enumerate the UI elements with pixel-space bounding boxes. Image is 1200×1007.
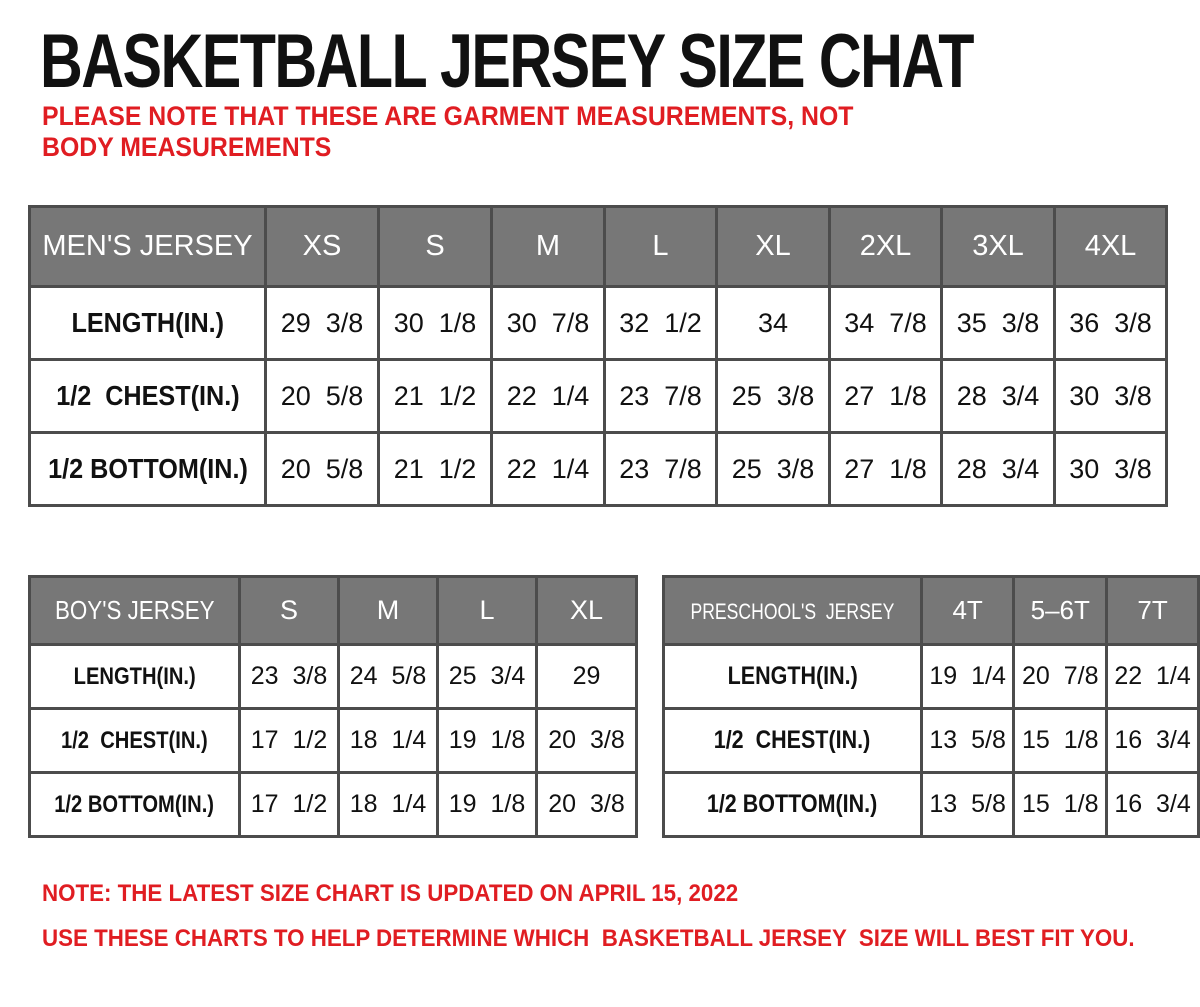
size-header-cell: 5–6T	[1012, 575, 1109, 646]
measurement-value-cell: 24 5/8	[337, 643, 439, 710]
measurement-value-cell: 20 5/8	[264, 358, 380, 434]
size-header-cell: 4T	[919, 575, 1016, 646]
measurement-label-cell: 1/2 CHEST(IN.)	[28, 358, 267, 434]
measurement-value-cell: 16 3/4	[1105, 707, 1200, 774]
size-header-cell: XL	[535, 575, 638, 646]
size-header-cell: L	[436, 575, 538, 646]
measurement-value-cell: 30 3/8	[1053, 431, 1168, 507]
measurement-value-cell: 25 3/8	[715, 431, 831, 507]
size-header-cell: S	[377, 205, 493, 288]
measurement-value-cell: 30 1/8	[377, 285, 493, 361]
measurement-value-cell: 21 1/2	[377, 431, 493, 507]
measurement-value-cell: 19 1/4	[919, 643, 1016, 710]
measurement-value-cell: 34	[715, 285, 831, 361]
size-header-cell: XL	[715, 205, 831, 288]
measurement-value-cell: 22 1/4	[490, 358, 606, 434]
measurement-value-cell: 17 1/2	[238, 771, 340, 838]
measurement-value-cell: 21 1/2	[377, 358, 493, 434]
table-title-cell: BOY'S JERSEY	[28, 575, 241, 646]
measurement-value-cell: 35 3/8	[940, 285, 1056, 361]
preschool-jersey-table: PRESCHOOL'S JERSEY 4T 5–6T 7T LENGTH(IN.) 19 …	[662, 575, 1200, 838]
size-header-cell: M	[490, 205, 606, 288]
measurement-value-cell: 27 1/8	[828, 358, 943, 434]
measurement-value-cell: 15 1/8	[1012, 707, 1109, 774]
measurement-label-cell: LENGTH(IN.)	[28, 285, 267, 361]
size-header-cell: XS	[264, 205, 380, 288]
page-title: BASKETBALL JERSEY SIZE CHAT	[40, 19, 974, 104]
size-header-cell: 7T	[1105, 575, 1200, 646]
measurement-value-cell: 22 1/4	[1105, 643, 1200, 710]
measurement-label-cell: 1/2 CHEST(IN.)	[662, 707, 923, 774]
table-title-cell: PRESCHOOL'S JERSEY	[662, 575, 923, 646]
size-header-cell: 2XL	[828, 205, 943, 288]
measurement-value-cell: 23 7/8	[603, 358, 718, 434]
measurement-value-cell: 18 1/4	[337, 707, 439, 774]
measurement-value-cell: 29 3/8	[264, 285, 380, 361]
usage-note: USE THESE CHARTS TO HELP DETERMINE WHICH…	[42, 925, 1135, 952]
table-title-cell: MEN'S JERSEY	[28, 205, 267, 288]
measurement-value-cell: 25 3/4	[436, 643, 538, 710]
measurement-value-cell: 25 3/8	[715, 358, 831, 434]
measurement-label-cell: 1/2 BOTTOM(IN.)	[662, 771, 923, 838]
measurement-value-cell: 30 3/8	[1053, 358, 1168, 434]
measurement-label-cell: 1/2 CHEST(IN.)	[28, 707, 241, 774]
measurement-value-cell: 27 1/8	[828, 431, 943, 507]
measurement-label-cell: 1/2 BOTTOM(IN.)	[28, 771, 241, 838]
measurement-value-cell: 29	[535, 643, 638, 710]
measurement-value-cell: 15 1/8	[1012, 771, 1109, 838]
update-date-note: NOTE: THE LATEST SIZE CHART IS UPDATED O…	[42, 880, 739, 907]
measurement-value-cell: 28 3/4	[940, 431, 1056, 507]
garment-measurements-note: PLEASE NOTE THAT THESE ARE GARMENT MEASU…	[42, 101, 854, 163]
measurement-value-cell: 28 3/4	[940, 358, 1056, 434]
measurement-value-cell: 19 1/8	[436, 707, 538, 774]
boys-jersey-table: BOY'S JERSEY S M L XL LENGTH(IN.) 23 3/8 24 5/8…	[28, 575, 638, 838]
measurement-value-cell: 36 3/8	[1053, 285, 1168, 361]
measurement-value-cell: 13 5/8	[919, 771, 1016, 838]
measurement-label-cell: LENGTH(IN.)	[662, 643, 923, 710]
measurement-value-cell: 34 7/8	[828, 285, 943, 361]
measurement-value-cell: 18 1/4	[337, 771, 439, 838]
measurement-value-cell: 19 1/8	[436, 771, 538, 838]
measurement-value-cell: 32 1/2	[603, 285, 718, 361]
size-header-cell: 4XL	[1053, 205, 1168, 288]
measurement-value-cell: 16 3/4	[1105, 771, 1200, 838]
measurement-value-cell: 23 3/8	[238, 643, 340, 710]
measurement-value-cell: 20 5/8	[264, 431, 380, 507]
size-header-cell: 3XL	[940, 205, 1056, 288]
measurement-label-cell: 1/2 BOTTOM(IN.)	[28, 431, 267, 507]
measurement-value-cell: 17 1/2	[238, 707, 340, 774]
measurement-value-cell: 20 3/8	[535, 771, 638, 838]
measurement-label-cell: LENGTH(IN.)	[28, 643, 241, 710]
size-header-cell: L	[603, 205, 718, 288]
mens-jersey-table: MEN'S JERSEY XS S M L XL 2XL 3XL 4XL LENGTH(IN.) 2…	[28, 205, 1168, 507]
measurement-value-cell: 23 7/8	[603, 431, 718, 507]
measurement-value-cell: 22 1/4	[490, 431, 606, 507]
measurement-value-cell: 13 5/8	[919, 707, 1016, 774]
size-header-cell: M	[337, 575, 439, 646]
measurement-value-cell: 20 7/8	[1012, 643, 1109, 710]
measurement-value-cell: 30 7/8	[490, 285, 606, 361]
size-header-cell: S	[238, 575, 340, 646]
measurement-value-cell: 20 3/8	[535, 707, 638, 774]
